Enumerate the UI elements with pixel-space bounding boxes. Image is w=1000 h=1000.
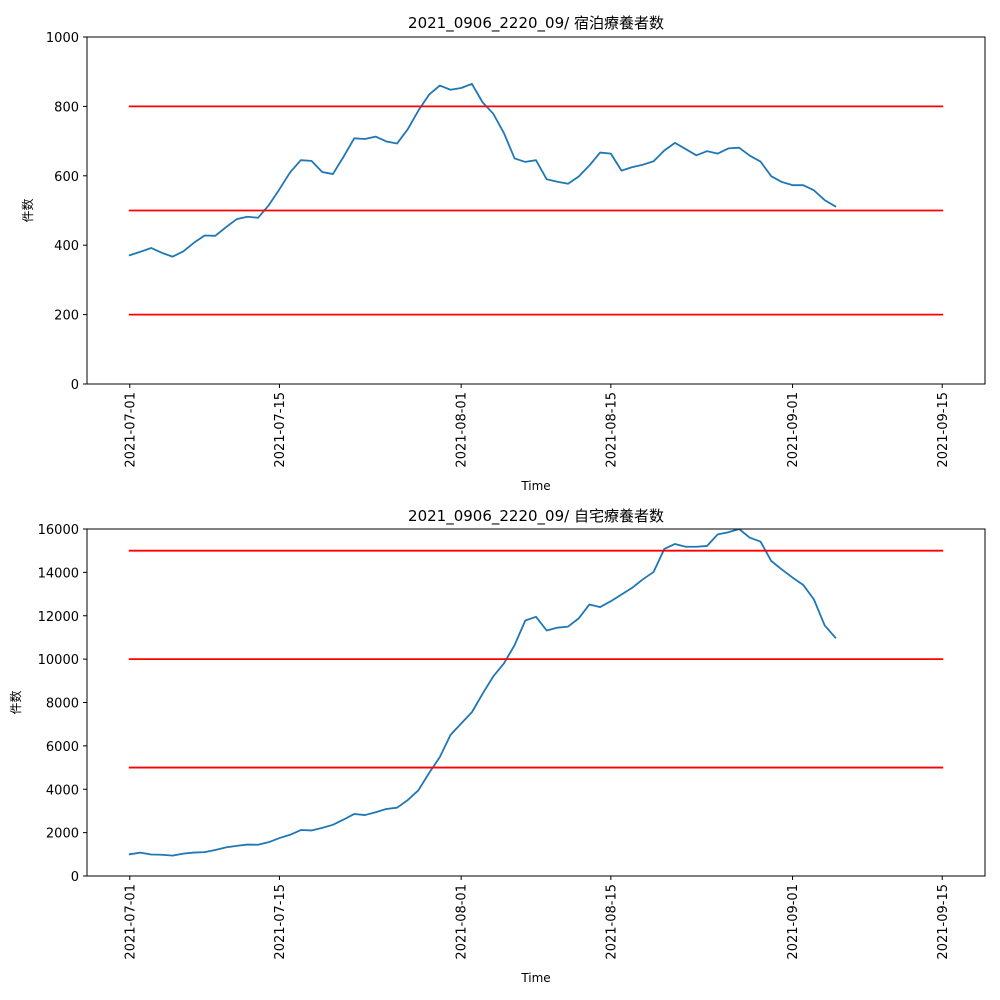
chart-2: 2021_0906_2220_09/ 自宅療養者数 0 2000 4000 6000 80… <box>8 507 986 985</box>
y-tick-label: 2000 <box>46 827 79 842</box>
y-tick-label: 400 <box>54 239 79 254</box>
chart-title: 2021_0906_2220_09/ 自宅療養者数 <box>408 507 664 526</box>
y-tick-label: 200 <box>54 309 79 324</box>
y-tick-label: 600 <box>54 170 79 185</box>
x-tick-label: 2021-08-01 <box>455 392 470 468</box>
x-tick-label: 2021-09-15 <box>936 884 951 960</box>
x-tick-label: 2021-08-15 <box>604 392 619 468</box>
y-axis-label: 件数 <box>20 198 35 222</box>
x-tick-label: 2021-09-01 <box>786 392 801 468</box>
x-tick-label: 2021-09-01 <box>786 884 801 960</box>
x-tick-label: 2021-08-15 <box>604 884 619 960</box>
series-group <box>128 82 944 316</box>
x-tick-label: 2021-07-15 <box>273 884 288 960</box>
y-tick-label: 14000 <box>38 566 79 581</box>
series-group <box>128 529 944 857</box>
chart-title: 2021_0906_2220_09/ 宿泊療養者数 <box>408 14 664 33</box>
x-axis-label: Time <box>520 479 550 493</box>
x-axis-label: Time <box>520 971 550 985</box>
y-tick-label: 16000 <box>38 523 79 538</box>
y-tick-label: 1000 <box>46 31 79 46</box>
y-tick-label: 4000 <box>46 783 79 798</box>
axes-frame <box>86 528 986 877</box>
data-series-line <box>128 82 837 258</box>
y-tick-label: 10000 <box>38 653 79 668</box>
y-tick-label: 0 <box>71 870 79 885</box>
y-tick-label: 0 <box>71 378 79 393</box>
y-axis-label: 件数 <box>8 690 23 714</box>
y-tick-label: 8000 <box>46 697 79 712</box>
x-tick-label: 2021-08-01 <box>455 884 470 960</box>
x-tick-label: 2021-07-01 <box>123 884 138 960</box>
x-tick-label: 2021-07-15 <box>273 392 288 468</box>
y-tick-label: 12000 <box>38 610 79 625</box>
x-tick-label: 2021-09-15 <box>936 392 951 468</box>
data-series-line <box>128 529 837 857</box>
y-tick-label: 800 <box>54 100 79 115</box>
x-tick-label: 2021-07-01 <box>123 392 138 468</box>
y-tick-label: 6000 <box>46 740 79 755</box>
chart-1: 2021_0906_2220_09/ 宿泊療養者数 0 200 400 600 800 10… <box>20 14 986 493</box>
axes-frame <box>86 36 986 385</box>
